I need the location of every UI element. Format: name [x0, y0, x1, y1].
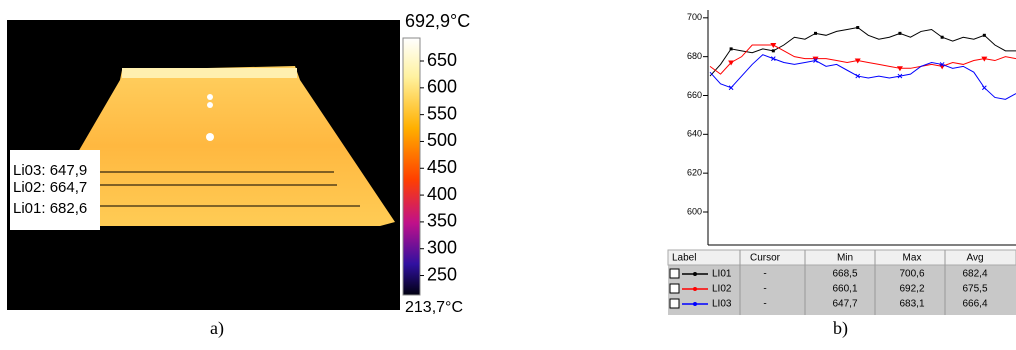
table-cell: 660,1: [832, 284, 857, 295]
colorbar-tick-label: 250: [427, 264, 457, 284]
legend-label: LI02: [712, 284, 732, 295]
table-cell: -: [763, 269, 766, 280]
hot-spot: [207, 102, 213, 108]
colorbar: [403, 38, 420, 295]
series-line: [710, 28, 1016, 77]
table-cell: 700,6: [899, 269, 924, 280]
colorbar-tick-label: 650: [427, 50, 457, 70]
figure: Li03: 647,9 Li02: 664,7 Li01: 682,6 692,…: [0, 0, 1016, 345]
colorbar-max: 692,9°C: [405, 11, 470, 31]
y-tick-label: 640: [687, 129, 702, 139]
plate-edge: [122, 68, 297, 78]
colorbar-tick-label: 400: [427, 184, 457, 204]
table-header-cell: Cursor: [750, 253, 781, 264]
colorbar-tick-label: 350: [427, 211, 457, 231]
table-cell: 692,2: [899, 284, 924, 295]
colorbar-min: 213,7°C: [405, 299, 463, 316]
point-marker: [856, 26, 859, 29]
legend-label: LI03: [712, 299, 732, 310]
checkbox: [670, 284, 679, 293]
colorbar-tick-label: 300: [427, 237, 457, 257]
point-marker: [730, 47, 733, 50]
colorbar-tick-label: 500: [427, 130, 457, 150]
y-tick-label: 680: [687, 51, 702, 61]
image-label: Li03: 647,9: [13, 162, 87, 179]
legend-label: LI01: [712, 269, 732, 280]
y-tick-label: 700: [687, 12, 702, 22]
table-cell: -: [763, 284, 766, 295]
image-label: Li02: 664,7: [13, 179, 87, 196]
y-tick-label: 600: [687, 206, 702, 216]
hot-spot: [206, 133, 214, 141]
table-cell: 668,5: [832, 269, 857, 280]
legend-marker: [693, 272, 697, 276]
point-marker: [814, 32, 817, 35]
table-cell: 666,4: [962, 299, 987, 310]
point-marker: [941, 36, 944, 39]
colorbar-tick-label: 600: [427, 77, 457, 97]
table-header-cell: Label: [672, 253, 696, 264]
table-cell: 675,5: [962, 284, 987, 295]
point-marker: [983, 34, 986, 37]
legend-marker: [693, 302, 697, 306]
colorbar-tick-label: 550: [427, 103, 457, 123]
legend-marker: [693, 287, 697, 291]
table-cell: -: [763, 299, 766, 310]
colorbar-tick-label: 450: [427, 157, 457, 177]
table-header-cell: Max: [903, 253, 922, 264]
checkbox: [670, 299, 679, 308]
y-tick-label: 620: [687, 168, 702, 178]
checkbox: [670, 269, 679, 278]
caption: a): [210, 318, 224, 339]
point-marker: [772, 49, 775, 52]
image-label: Li01: 682,6: [13, 200, 87, 217]
caption: b): [833, 318, 848, 339]
table-cell: 647,7: [832, 299, 857, 310]
point-marker: [898, 32, 901, 35]
table-header-cell: Avg: [966, 253, 983, 264]
hot-spot: [207, 94, 213, 100]
table-cell: 683,1: [899, 299, 924, 310]
table-header-cell: Min: [837, 253, 853, 264]
y-tick-label: 660: [687, 90, 702, 100]
point-marker: [982, 86, 986, 90]
table-cell: 682,4: [962, 269, 987, 280]
